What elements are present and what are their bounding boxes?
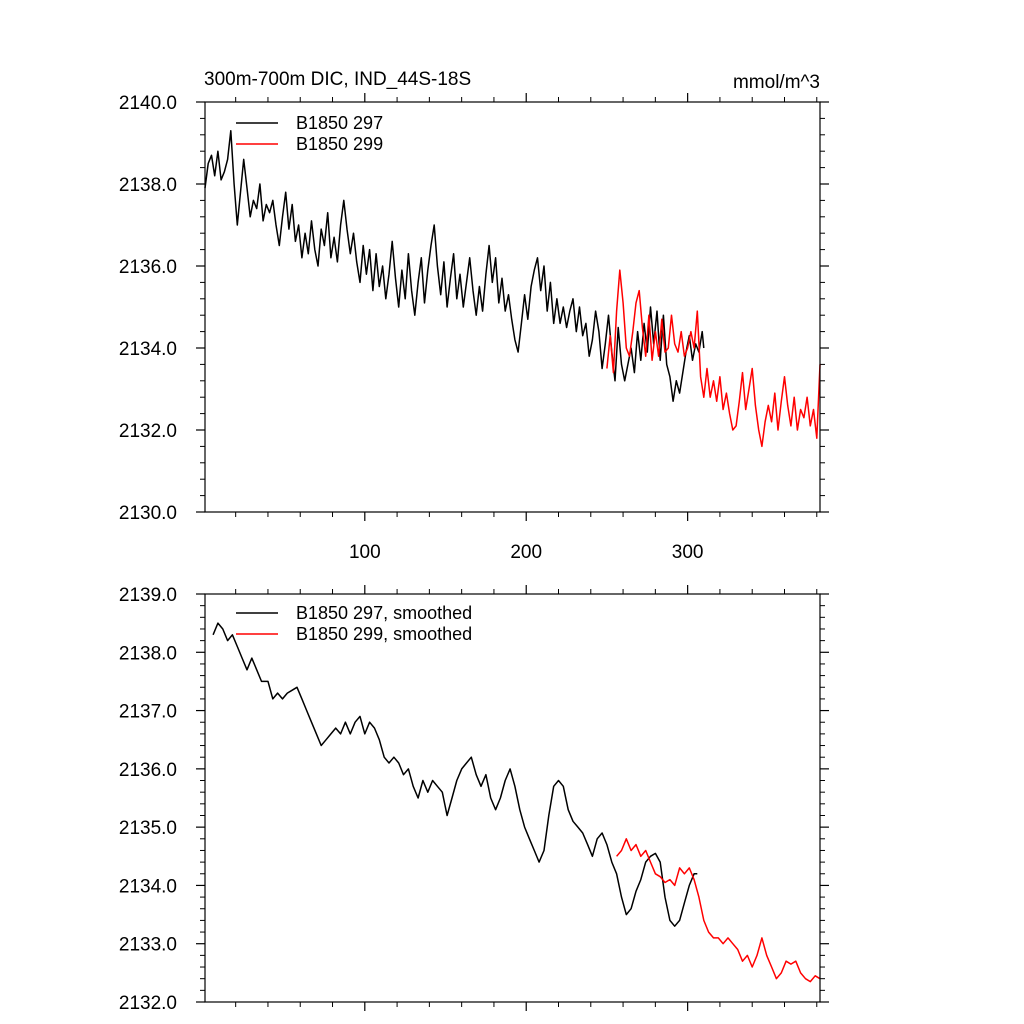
bottom-panel-series <box>212 622 821 983</box>
bottom-panel: 2132.0 2133.0 2134.0 2135.0 2136.0 2137.0 2138… <box>119 585 829 1014</box>
y-tick-label: 2135.0 <box>119 818 177 839</box>
series-line-b1850-297 <box>204 129 705 403</box>
top-panel-ticks: 2130.0 2132.0 2134.0 2136.0 2138.0 2140.0 100 2… <box>119 93 829 563</box>
series-line-b1850-297 <box>212 622 698 927</box>
series-line-b1850-299 <box>616 838 821 983</box>
legend-label-b1850-299: B1850 299 <box>296 134 383 154</box>
top-panel-legend: B1850 297 B1850 299 <box>236 113 383 154</box>
y-tick-label: 2134.0 <box>119 339 177 360</box>
y-tick-label: 2136.0 <box>119 257 177 278</box>
y-tick-label: 2136.0 <box>119 760 177 781</box>
legend-label-b1850-297-smoothed: B1850 297, smoothed <box>296 603 472 623</box>
top-panel-series <box>204 129 821 448</box>
x-tick-label: 200 <box>510 542 542 563</box>
series-line-b1850-299 <box>606 269 821 448</box>
y-tick-label: 2134.0 <box>119 876 177 897</box>
y-tick-label: 2138.0 <box>119 175 177 196</box>
top-panel-title: 300m-700m DIC, IND_44S-18S <box>204 69 471 90</box>
bottom-panel-legend: B1850 297, smoothed B1850 299, smoothed <box>236 603 472 644</box>
bottom-panel-frame <box>204 593 821 1003</box>
top-panel-frame <box>204 101 821 513</box>
y-tick-label: 2132.0 <box>119 421 177 442</box>
y-tick-label: 2140.0 <box>119 93 177 114</box>
top-panel-units: mmol/m^3 <box>733 72 820 93</box>
top-panel: 300m-700m DIC, IND_44S-18S mmol/m^3 2130… <box>119 69 829 563</box>
y-tick-label: 2132.0 <box>119 993 177 1014</box>
bottom-panel-ticks: 2132.0 2133.0 2134.0 2135.0 2136.0 2137.0 2138… <box>119 585 829 1014</box>
legend-label-b1850-299-smoothed: B1850 299, smoothed <box>296 624 472 644</box>
y-tick-label: 2130.0 <box>119 503 177 524</box>
y-tick-label: 2138.0 <box>119 643 177 664</box>
x-tick-label: 300 <box>672 542 704 563</box>
y-tick-label: 2139.0 <box>119 585 177 606</box>
y-tick-label: 2133.0 <box>119 935 177 956</box>
x-tick-label: 100 <box>349 542 381 563</box>
legend-label-b1850-297: B1850 297 <box>296 113 383 133</box>
y-tick-label: 2137.0 <box>119 702 177 723</box>
